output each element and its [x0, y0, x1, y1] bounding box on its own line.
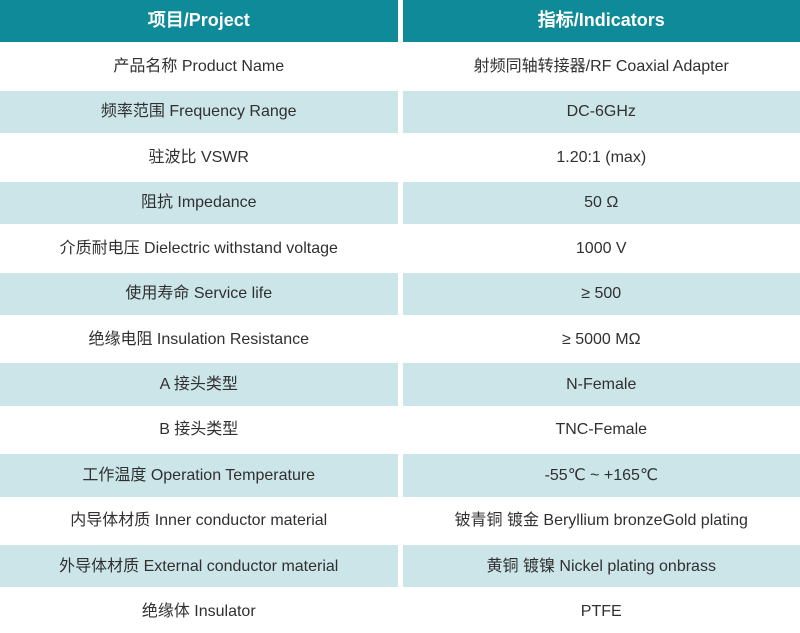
table-row: 外导体材质 External conductor material 黄铜 镀镍 …: [0, 545, 800, 591]
cell-indicator: 1000 V: [402, 227, 800, 270]
cell-project: 内导体材质 Inner conductor material: [0, 499, 398, 543]
cell-indicator: 铍青铜 镀金 Beryllium bronzeGold plating: [402, 499, 800, 543]
table-row: 阻抗 Impedance 50 Ω: [0, 181, 800, 228]
table-row: 绝缘电阻 Insulation Resistance ≥ 5000 MΩ: [0, 317, 800, 364]
cell-indicator: 黄铜 镀镍 Nickel plating onbrass: [402, 545, 800, 588]
table-header-row: 项目/Project 指标/Indicators: [0, 0, 800, 46]
cell-project: 工作温度 Operation Temperature: [0, 454, 398, 497]
table-row: 内导体材质 Inner conductor material 铍青铜 镀金 Be…: [0, 499, 800, 546]
header-project: 项目/Project: [0, 0, 398, 43]
cell-indicator: -55℃ ~ +165℃: [402, 454, 800, 497]
cell-project: 驻波比 VSWR: [0, 136, 398, 179]
table-row: 绝缘体 Insulator PTFE: [0, 590, 800, 633]
header-indicators: 指标/Indicators: [402, 0, 800, 43]
cell-project: 介质耐电压 Dielectric withstand voltage: [0, 227, 398, 270]
cell-indicator: TNC-Female: [402, 408, 800, 452]
cell-indicator: ≥ 500: [402, 272, 800, 315]
cell-indicator: PTFE: [402, 590, 800, 633]
cell-indicator: DC-6GHz: [402, 90, 800, 134]
cell-indicator: 1.20:1 (max): [402, 136, 800, 179]
cell-project: 阻抗 Impedance: [0, 181, 398, 225]
table-row: 驻波比 VSWR 1.20:1 (max): [0, 136, 800, 182]
table-row: 工作温度 Operation Temperature -55℃ ~ +165℃: [0, 454, 800, 500]
cell-project: A 接头类型: [0, 363, 398, 406]
cell-project: 产品名称 Product Name: [0, 45, 398, 88]
cell-indicator: 50 Ω: [402, 181, 800, 225]
cell-project: 绝缘电阻 Insulation Resistance: [0, 317, 398, 361]
table-row: 介质耐电压 Dielectric withstand voltage 1000 …: [0, 227, 800, 273]
cell-project: 频率范围 Frequency Range: [0, 90, 398, 134]
cell-indicator: 射频同轴转接器/RF Coaxial Adapter: [402, 45, 800, 88]
cell-project: 使用寿命 Service life: [0, 272, 398, 315]
cell-project: 绝缘体 Insulator: [0, 590, 398, 633]
table-row: 产品名称 Product Name 射频同轴转接器/RF Coaxial Ada…: [0, 45, 800, 91]
cell-indicator: N-Female: [402, 363, 800, 406]
table-row: A 接头类型 N-Female: [0, 363, 800, 409]
table-row: B 接头类型 TNC-Female: [0, 408, 800, 455]
table-row: 频率范围 Frequency Range DC-6GHz: [0, 90, 800, 137]
table-row: 使用寿命 Service life ≥ 500: [0, 272, 800, 318]
cell-indicator: ≥ 5000 MΩ: [402, 317, 800, 361]
cell-project: 外导体材质 External conductor material: [0, 545, 398, 588]
cell-project: B 接头类型: [0, 408, 398, 452]
